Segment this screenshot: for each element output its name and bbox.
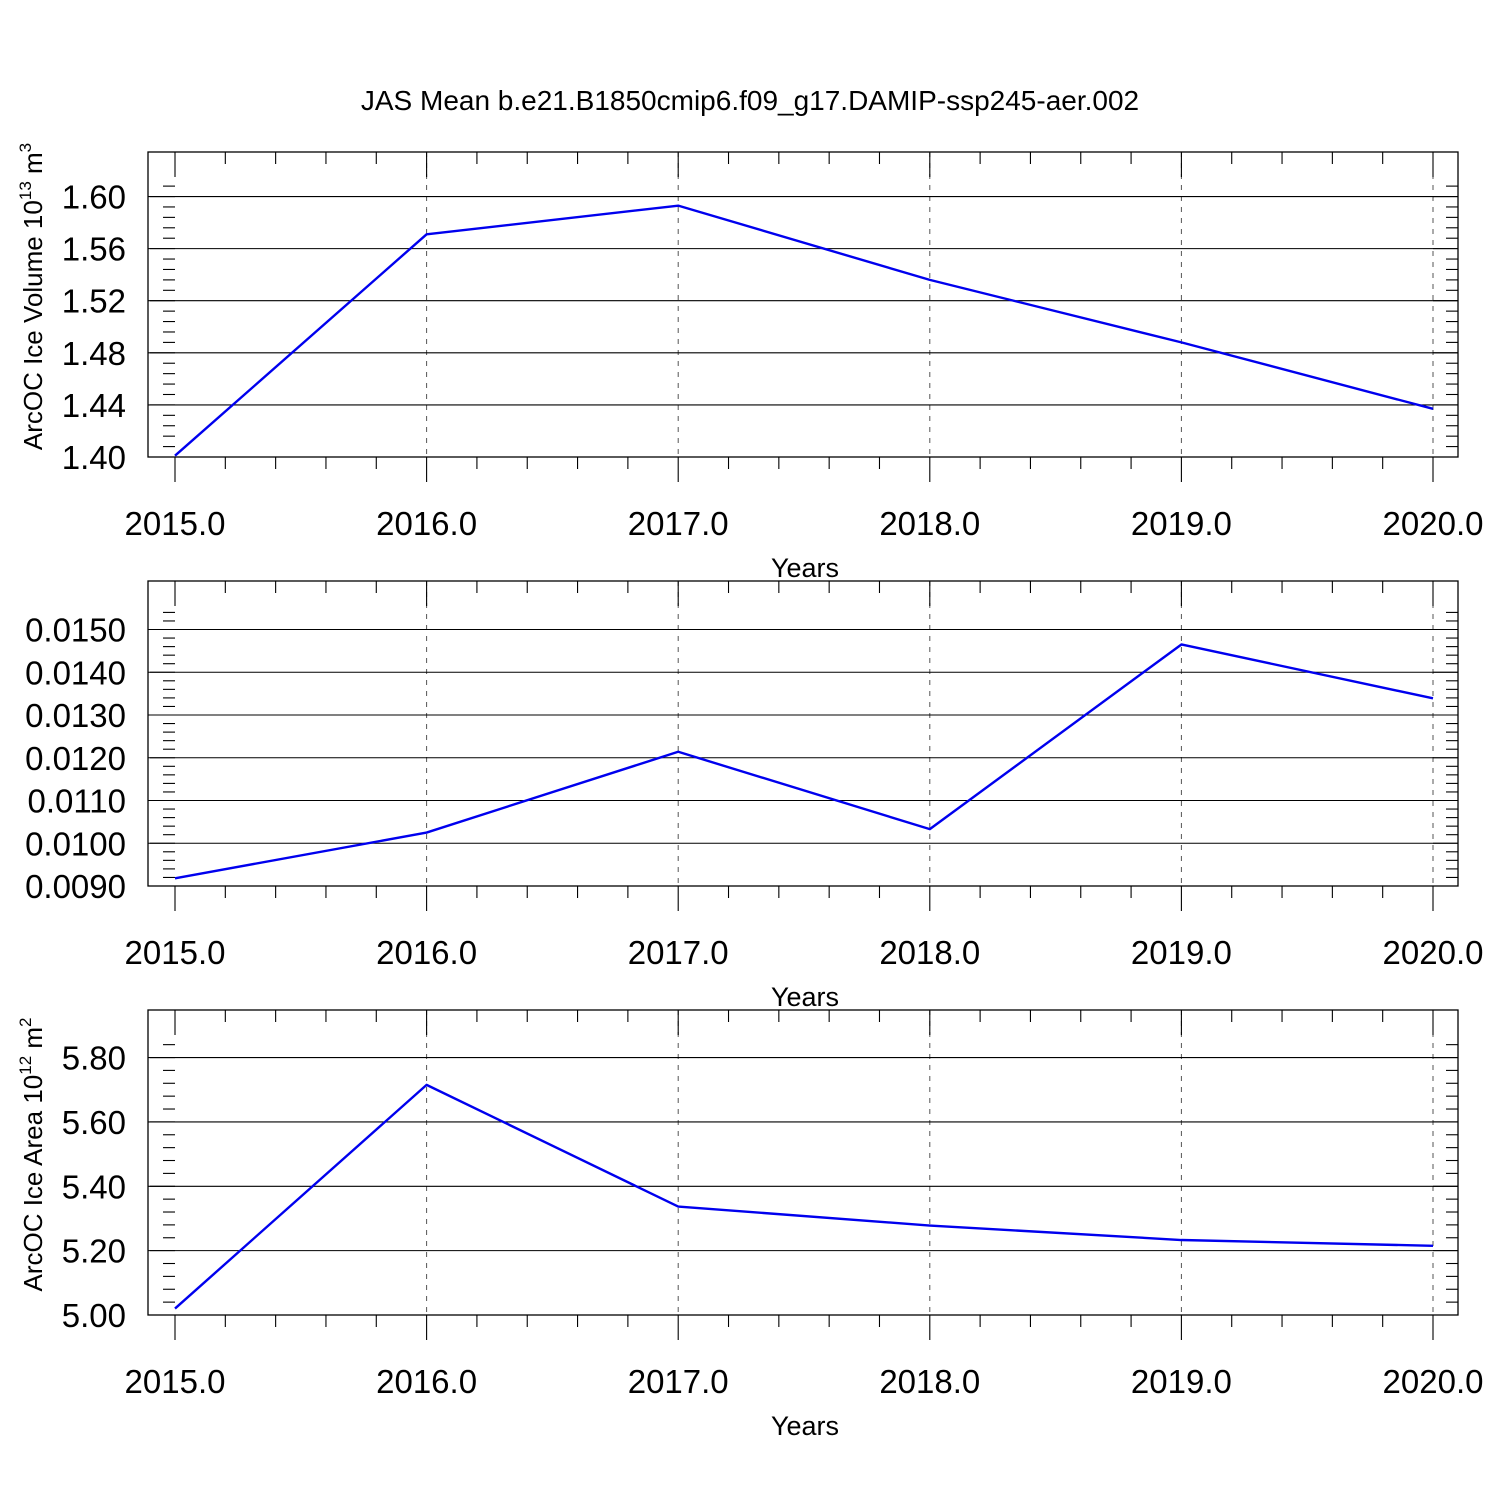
x-tick-label: 2017.0 — [628, 505, 729, 542]
x-tick-label: 2019.0 — [1131, 934, 1232, 971]
figure-title: JAS Mean b.e21.B1850cmip6.f09_g17.DAMIP-… — [361, 85, 1139, 116]
y-tick-label: 0.0120 — [25, 740, 126, 777]
plot-frame — [147, 151, 1459, 458]
x-tick-label: 2020.0 — [1383, 505, 1484, 542]
y-tick-label: 5.80 — [62, 1040, 126, 1077]
x-tick-label: 2015.0 — [125, 505, 226, 542]
series-line — [174, 643, 1434, 880]
x-tick-label: 2017.0 — [628, 934, 729, 971]
x-tick-label: 2015.0 — [125, 1363, 226, 1400]
x-tick-label: 2017.0 — [628, 1363, 729, 1400]
x-tick-label: 2018.0 — [879, 1363, 980, 1400]
chart-panels: 2015.0 2016.0 2017.0 2018.0 2019.0 2020.0 Year… — [16, 143, 1483, 1441]
y-tick-label: 1.56 — [62, 231, 126, 268]
y-tick-label: 5.60 — [62, 1104, 126, 1141]
y-axis-title: ArcOC Ice Area 1012 m2 — [16, 1017, 48, 1291]
y-tick-label: 5.40 — [62, 1168, 126, 1205]
x-tick-label: 2020.0 — [1383, 934, 1484, 971]
panel-3: 2015.0 2016.0 2017.0 2018.0 2019.0 2020.0 Year… — [16, 1009, 1484, 1441]
y-tick-label: 0.0140 — [25, 654, 126, 691]
x-tick-label: 2016.0 — [376, 505, 477, 542]
x-tick-label: 2016.0 — [376, 934, 477, 971]
x-tick-label: 2018.0 — [879, 934, 980, 971]
y-tick-label: 5.00 — [62, 1297, 126, 1334]
y-tick-label: 0.0100 — [25, 825, 126, 862]
y-tick-label: 0.0110 — [28, 783, 126, 820]
y-tick-label: 0.0090 — [25, 868, 126, 905]
plot-frame — [147, 1009, 1459, 1316]
series-line — [174, 204, 1434, 457]
y-tick-label: 5.20 — [62, 1233, 126, 1270]
y-tick-label: 0.0130 — [25, 697, 126, 734]
x-tick-label: 2015.0 — [125, 934, 226, 971]
y-tick-label: 1.40 — [62, 439, 126, 476]
y-tick-label: 0.0150 — [25, 612, 126, 649]
panel-1: 2015.0 2016.0 2017.0 2018.0 2019.0 2020.0 Year… — [16, 143, 1483, 583]
x-axis-title: Years — [771, 982, 839, 1012]
y-tick-label: 1.44 — [62, 387, 126, 424]
x-tick-label: 2020.0 — [1383, 1363, 1484, 1400]
y-tick-label: 1.52 — [62, 283, 126, 320]
x-tick-label: 2018.0 — [879, 505, 980, 542]
plot-frame — [147, 580, 1459, 887]
x-tick-label: 2019.0 — [1131, 505, 1232, 542]
y-axis-title: ArcOC Ice Volume 1013 m3 — [16, 143, 48, 450]
y-tick-label: 1.60 — [62, 179, 126, 216]
x-tick-label: 2019.0 — [1131, 1363, 1232, 1400]
x-tick-label: 2016.0 — [376, 1363, 477, 1400]
series-line — [174, 1083, 1434, 1310]
x-axis-title: Years — [771, 1411, 839, 1441]
y-tick-label: 1.48 — [62, 335, 126, 372]
panel-2: 2015.0 2016.0 2017.0 2018.0 2019.0 2020.0 Year… — [25, 580, 1484, 1012]
x-axis-title: Years — [771, 553, 839, 583]
